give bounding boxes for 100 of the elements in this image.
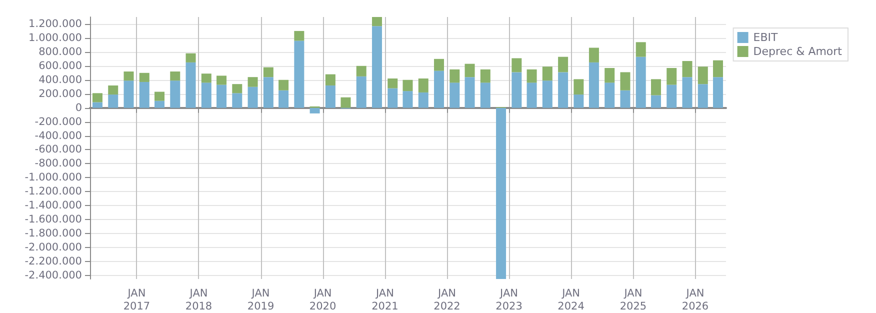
bar [713, 60, 724, 78]
bar [248, 77, 258, 87]
y-tick-label: -600.000 [34, 144, 82, 156]
y-tick-label: -2.200.000 [24, 256, 82, 268]
bar [108, 94, 118, 108]
x-tick-label: JAN 2024 [558, 288, 585, 312]
bar [310, 108, 320, 114]
y-tick-label: 200.000 [38, 88, 82, 100]
bar [325, 85, 336, 108]
bar [464, 77, 475, 108]
x-tick-label: JAN 2021 [372, 288, 398, 312]
bar [588, 62, 599, 108]
bar [186, 62, 196, 108]
bar [713, 77, 724, 108]
bar [434, 58, 444, 71]
bar [124, 80, 134, 108]
bar [216, 84, 227, 108]
bar [588, 48, 599, 62]
y-tick-label: -2.400.000 [24, 270, 82, 282]
y-tick-label: -800.000 [34, 158, 82, 170]
bar [278, 80, 289, 90]
y-tick-label: -2.000.000 [24, 242, 82, 254]
y-tick-label: -1.000.000 [24, 172, 82, 184]
bar [636, 56, 646, 108]
bar [450, 82, 460, 108]
bar [201, 82, 212, 108]
bar [682, 77, 692, 108]
bar [464, 64, 475, 78]
x-tick-label: JAN 2023 [496, 288, 522, 312]
x-tick-label: JAN 2020 [309, 288, 336, 312]
bar [480, 69, 490, 83]
bar [450, 69, 460, 83]
x-tick-label: JAN 2017 [123, 288, 150, 312]
bar [92, 102, 102, 108]
bar [232, 84, 242, 94]
bar [650, 95, 661, 108]
y-tick-label: -1.800.000 [24, 228, 82, 240]
bar [248, 86, 258, 108]
bar [170, 71, 180, 81]
bar [574, 94, 584, 108]
bar [372, 26, 382, 108]
bar [434, 70, 444, 108]
bar [356, 66, 366, 76]
bar [604, 82, 615, 108]
bar [263, 77, 274, 108]
y-tick-label: 0 [75, 102, 82, 114]
bar [526, 69, 537, 83]
bar [542, 66, 552, 81]
bar [402, 80, 413, 92]
bar [325, 74, 336, 86]
bar [108, 85, 118, 95]
bar [92, 93, 102, 102]
y-tick-label: -400.000 [34, 130, 82, 142]
x-tick-label: JAN 2018 [185, 288, 212, 312]
y-tick-label: -1.200.000 [24, 186, 82, 198]
y-tick-label: -200.000 [34, 116, 82, 128]
bar [402, 91, 413, 108]
bar [372, 17, 382, 26]
bar [682, 61, 692, 78]
bar [480, 82, 490, 108]
x-tick-label: JAN 2026 [682, 288, 709, 312]
bar [340, 97, 351, 108]
legend-label: EBIT [753, 31, 778, 44]
bar [512, 72, 522, 108]
bar [263, 67, 274, 78]
bar [418, 78, 428, 92]
bar [574, 79, 584, 95]
bar [201, 74, 212, 83]
bar [139, 72, 150, 82]
bar [698, 84, 708, 108]
bar [650, 79, 661, 96]
bar [294, 40, 304, 108]
bar [418, 92, 428, 108]
bar [186, 53, 196, 62]
bar [388, 88, 398, 108]
x-tick-label: JAN 2019 [247, 288, 274, 312]
y-tick-label: 600.000 [38, 60, 82, 72]
bar [620, 90, 630, 108]
y-tick-label: 1.000.000 [28, 32, 82, 44]
y-tick-label: 1.200.000 [28, 18, 82, 30]
bar [124, 71, 134, 81]
bar [698, 66, 708, 84]
y-tick-label: 400.000 [38, 74, 82, 86]
bar [294, 30, 304, 41]
bar [232, 93, 242, 108]
bar [139, 82, 150, 108]
bar [496, 108, 506, 279]
x-tick-label: JAN 2022 [434, 288, 460, 312]
bar [666, 68, 677, 85]
bar [636, 42, 646, 57]
bar [170, 80, 180, 108]
bar [388, 78, 398, 88]
bar [512, 58, 522, 72]
bar [558, 56, 568, 72]
bar [558, 72, 568, 108]
x-tick-label: JAN 2025 [620, 288, 647, 312]
bar [356, 76, 366, 108]
bar [154, 100, 164, 108]
bar [604, 68, 615, 83]
bar [620, 72, 630, 90]
